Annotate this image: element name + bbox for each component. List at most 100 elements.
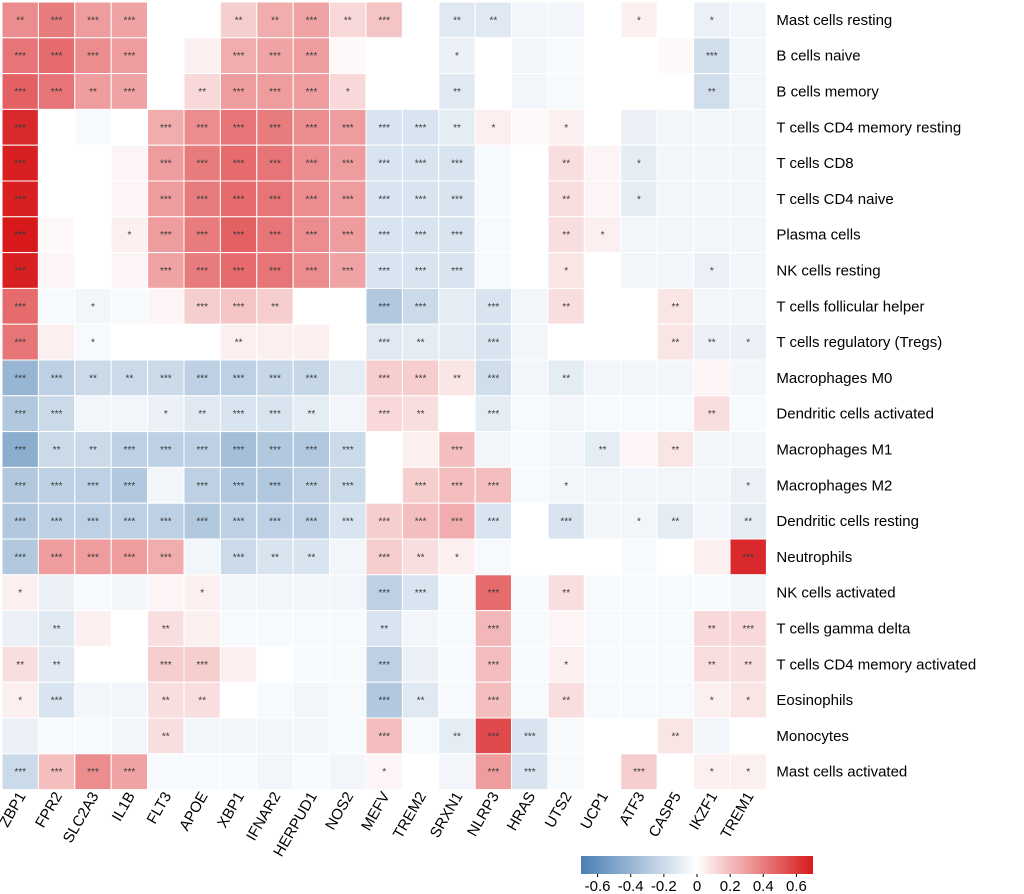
significance-label: ***: [124, 15, 136, 26]
heatmap-cell: [620, 395, 658, 433]
significance-label: ***: [451, 194, 463, 205]
heatmap-cell: [656, 574, 695, 612]
heatmap-cell: [256, 610, 294, 647]
significance-label: ***: [233, 266, 245, 277]
significance-label: **: [708, 338, 716, 349]
column-label-xbp1: XBP1: [214, 789, 248, 831]
significance-label: **: [562, 194, 570, 205]
heatmap-cell: [110, 37, 149, 75]
heatmap-cell: [74, 287, 112, 325]
heatmap-cell: [620, 216, 658, 254]
significance-label: ***: [378, 15, 390, 26]
heatmap-cell: [656, 216, 695, 254]
heatmap-cell: [1, 216, 39, 254]
heatmap-cell: [110, 610, 149, 647]
significance-label: ***: [160, 660, 172, 671]
heatmap-cell: [219, 466, 258, 504]
heatmap-cell: [729, 73, 767, 110]
heatmap-cell: [37, 144, 76, 182]
significance-label: ***: [124, 51, 136, 62]
heatmap-cell: [583, 37, 622, 75]
heatmap-cell: [656, 466, 695, 504]
heatmap-cell: [693, 681, 731, 719]
heatmap-cell: [219, 610, 258, 647]
heatmap-cell: [292, 431, 331, 468]
significance-label: **: [672, 517, 680, 528]
significance-label: *: [455, 51, 459, 62]
significance-label: ***: [378, 373, 390, 384]
significance-label: *: [91, 338, 95, 349]
heatmap-cell: [365, 37, 403, 75]
significance-label: ***: [378, 517, 390, 528]
heatmap-cell: [547, 216, 585, 254]
significance-label: *: [18, 696, 22, 707]
heatmap-cell: [401, 180, 440, 218]
heatmap-cell: [219, 681, 258, 719]
heatmap-cell: [438, 144, 476, 182]
heatmap-cell: [693, 610, 731, 647]
heatmap-cell: [583, 1, 622, 39]
heatmap-cell: [620, 431, 658, 468]
significance-labels: ** *** *** *** ** ** *** ** *** ** ** * **** *** *** **…: [14, 15, 754, 778]
heatmap-cell: [401, 37, 440, 75]
heatmap-cell: [438, 287, 476, 325]
colorbar-tick-label: 0: [693, 878, 701, 894]
colorbar-tick-label: -0.4: [618, 878, 644, 894]
significance-label: ***: [415, 481, 427, 492]
significance-label: ***: [51, 767, 63, 778]
significance-label: ***: [196, 266, 208, 277]
significance-label: ***: [233, 159, 245, 170]
heatmap-cell: [401, 645, 440, 683]
significance-label: ***: [269, 159, 281, 170]
heatmap-cell: [401, 108, 440, 146]
heatmap-cell: [401, 1, 440, 39]
row-label-macrophages-m1: Macrophages M1: [776, 442, 892, 459]
heatmap-cell: [693, 466, 731, 504]
significance-label: ***: [196, 302, 208, 313]
heatmap-cell: [74, 681, 112, 719]
significance-label: ***: [560, 517, 572, 528]
heatmap-cell: [511, 144, 549, 182]
column-label-il1b: IL1B: [109, 789, 139, 824]
heatmap-cell: [620, 287, 658, 325]
heatmap-cell: [693, 502, 731, 540]
significance-label: ***: [342, 266, 354, 277]
heatmap-cell: [693, 287, 731, 325]
significance-label: *: [164, 409, 168, 420]
heatmap-cell: [37, 574, 76, 612]
heatmap-cell: [583, 359, 622, 397]
heatmap-cell: [401, 216, 440, 254]
significance-label: ***: [51, 373, 63, 384]
significance-label: **: [89, 445, 97, 456]
row-label-t-cells-cd4-memory-activated: T cells CD4 memory activated: [776, 656, 976, 673]
row-label-dendritic-cells-resting: Dendritic cells resting: [776, 513, 919, 530]
heatmap-cell: [256, 717, 294, 755]
significance-label: **: [308, 409, 316, 420]
significance-label: ***: [14, 338, 26, 349]
heatmap-cell: [511, 753, 549, 791]
significance-label: ***: [415, 230, 427, 241]
heatmap-cell: [474, 323, 513, 361]
heatmap-cell: [183, 359, 221, 397]
heatmap-cell: [583, 73, 622, 110]
significance-label: ***: [14, 194, 26, 205]
significance-label: ***: [378, 731, 390, 742]
significance-label: **: [453, 731, 461, 742]
heatmap-cell: [474, 431, 513, 468]
significance-label: ***: [87, 552, 99, 563]
heatmap-cell: [656, 73, 695, 110]
significance-label: **: [235, 15, 243, 26]
significance-label: *: [710, 15, 714, 26]
significance-label: **: [198, 409, 206, 420]
heatmap-cell: [365, 144, 403, 182]
heatmap-cell: [729, 502, 767, 540]
heatmap-cell: [511, 466, 549, 504]
significance-label: ***: [415, 123, 427, 134]
significance-label: *: [564, 123, 568, 134]
significance-label: *: [491, 123, 495, 134]
colorbar-tick-label: 0.2: [720, 878, 741, 894]
significance-label: **: [672, 445, 680, 456]
heatmap-cell: [729, 610, 767, 647]
heatmap-cell: [656, 431, 695, 468]
significance-label: ***: [451, 517, 463, 528]
